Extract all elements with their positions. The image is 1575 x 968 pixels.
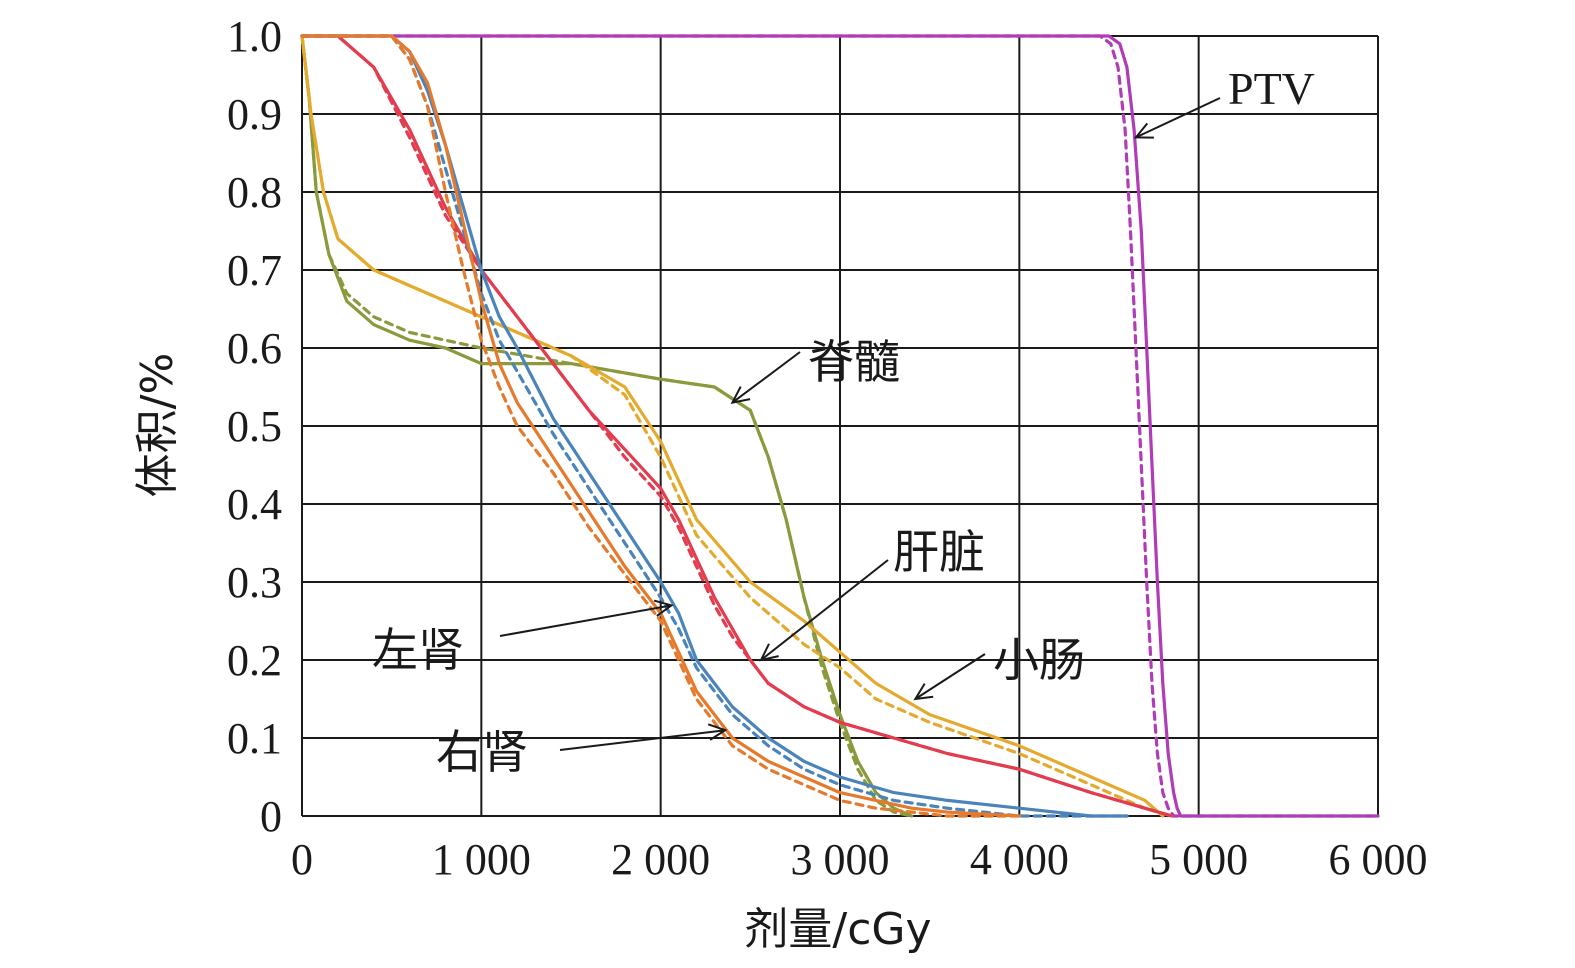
series-line-5 <box>300 34 1174 818</box>
series-line-9 <box>300 34 1129 818</box>
annotation-arrow-head <box>730 386 751 404</box>
series-line-2 <box>300 34 914 818</box>
annotation-label: 右肾 <box>436 725 528 779</box>
x-tick-label: 1 000 <box>432 835 531 884</box>
series-line-1 <box>300 34 1380 818</box>
y-tick-label: 0.6 <box>227 324 282 373</box>
y-tick-label: 1.0 <box>227 12 282 61</box>
grid <box>301 35 1379 817</box>
x-axis-title: 剂量/cGy <box>744 904 931 955</box>
annotation-label: 脊髓 <box>808 335 900 389</box>
x-tick-label: 2 000 <box>611 835 710 884</box>
y-tick-label: 0.2 <box>227 636 282 685</box>
y-tick-label: 0.4 <box>227 480 282 529</box>
y-tick-label: 0.9 <box>227 90 282 139</box>
series-line-7 <box>300 34 1174 818</box>
x-tick-label: 4 000 <box>970 835 1069 884</box>
y-tick-label: 0.8 <box>227 168 282 217</box>
x-tick-label: 3 000 <box>791 835 890 884</box>
y-axis-title: 体积/% <box>132 353 183 498</box>
annotation-arrow-line <box>760 559 889 661</box>
annotation-label: 小肠 <box>993 633 1085 687</box>
y-tick-label: 0.7 <box>227 246 282 295</box>
series-line-3 <box>300 34 914 818</box>
annotation-arrow-head <box>759 643 779 662</box>
x-tick-label: 5 000 <box>1149 835 1248 884</box>
annotation-arrow-head <box>653 599 674 617</box>
series-line-4 <box>300 34 1165 818</box>
annotation-label: 肝脏 <box>893 525 985 579</box>
annotation-label: 左肾 <box>372 623 464 677</box>
y-tick-label: 0.3 <box>227 558 282 607</box>
annotation-arrow-line <box>499 604 672 637</box>
x-tick-label: 0 <box>291 835 313 884</box>
annotation-arrow-line <box>559 729 726 751</box>
x-axis-ticks: 0 1 000 2 000 3 000 4 000 5 000 6 000 <box>291 835 1428 884</box>
annotation-arrow-head <box>707 723 728 741</box>
y-tick-label: 0.1 <box>227 714 282 763</box>
annotation-arrow-head <box>913 683 934 701</box>
y-tick-label: 0.5 <box>227 402 282 451</box>
series-group <box>300 34 1380 818</box>
y-axis-ticks: 0 0.1 0.2 0.3 0.4 0.5 0.6 0.7 0.8 0.9 1.0 <box>227 12 282 841</box>
annotation-arrow-line <box>1135 97 1221 139</box>
annotation-arrow-line <box>731 351 801 404</box>
annotation-arrow-line <box>914 653 986 700</box>
series-line-11 <box>300 34 1021 818</box>
series-line-10 <box>300 34 1021 818</box>
x-tick-label: 6 000 <box>1329 835 1428 884</box>
y-tick-label: 0 <box>260 792 282 841</box>
annotation-arrow-head <box>1133 122 1154 139</box>
series-line-0 <box>300 34 1380 818</box>
annotation-label: PTV <box>1228 63 1315 114</box>
